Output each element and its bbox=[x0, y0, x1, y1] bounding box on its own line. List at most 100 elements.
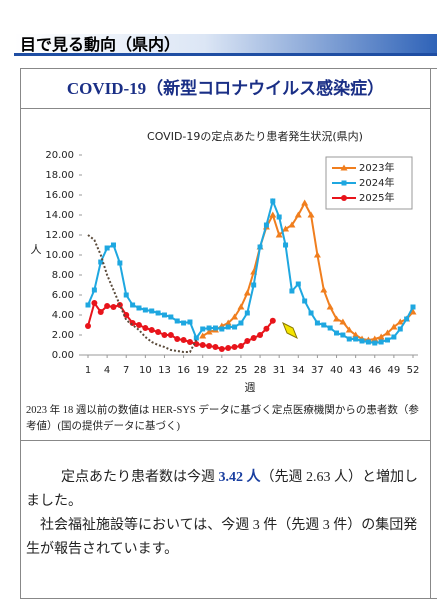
point bbox=[91, 300, 98, 306]
point bbox=[340, 332, 346, 338]
y-tick-label: 0.00 bbox=[52, 350, 74, 361]
x-tick-label: 22 bbox=[215, 365, 228, 376]
point bbox=[186, 339, 193, 345]
point bbox=[346, 336, 352, 342]
point bbox=[193, 341, 200, 347]
point bbox=[180, 337, 187, 343]
point bbox=[345, 326, 353, 333]
summary-paragraph: 社会福祉施設等においては、今週 3 件（先週 3 件）の集団発生が報告されていま… bbox=[26, 518, 418, 557]
point bbox=[206, 343, 213, 349]
x-tick-label: 19 bbox=[196, 365, 209, 376]
point bbox=[396, 318, 404, 325]
point bbox=[269, 317, 276, 324]
point bbox=[243, 289, 251, 296]
x-tick-label: 46 bbox=[368, 365, 381, 376]
point bbox=[174, 336, 181, 342]
point bbox=[225, 324, 231, 330]
text: 定点あたり患者数は今週 bbox=[61, 470, 219, 485]
x-axis-label: 週 bbox=[245, 381, 256, 394]
point bbox=[289, 288, 295, 294]
point bbox=[91, 287, 97, 293]
series-line bbox=[87, 197, 414, 345]
point bbox=[168, 314, 174, 320]
point bbox=[98, 259, 104, 265]
point bbox=[142, 325, 149, 331]
y-tick-label: 6.00 bbox=[52, 290, 74, 301]
point bbox=[326, 303, 334, 310]
point bbox=[85, 323, 91, 329]
point bbox=[161, 312, 167, 318]
x-tick-label: 13 bbox=[158, 365, 171, 376]
point bbox=[263, 325, 270, 332]
point bbox=[359, 338, 365, 344]
point bbox=[244, 338, 251, 344]
x-tick-label: 52 bbox=[407, 365, 420, 376]
point bbox=[365, 339, 371, 345]
x-tick-label: 28 bbox=[254, 365, 267, 376]
point bbox=[397, 326, 403, 332]
point bbox=[155, 329, 162, 335]
header-title: 目で見る動向（県内） bbox=[14, 34, 437, 56]
point bbox=[308, 310, 314, 316]
point bbox=[251, 282, 257, 288]
side-column bbox=[430, 68, 437, 599]
y-tick-label: 8.00 bbox=[52, 270, 74, 281]
x-tick-label: 40 bbox=[330, 365, 343, 376]
x-tick-label: 37 bbox=[311, 365, 324, 376]
point bbox=[129, 320, 136, 326]
point bbox=[212, 325, 218, 331]
y-tick-label: 18.00 bbox=[45, 170, 74, 181]
point bbox=[302, 298, 308, 304]
arrow-annotation bbox=[282, 321, 298, 340]
point bbox=[385, 337, 391, 343]
point bbox=[269, 211, 277, 218]
point bbox=[219, 326, 225, 332]
point bbox=[206, 325, 212, 331]
point bbox=[199, 342, 206, 348]
point bbox=[200, 326, 206, 332]
chart-title: COVID-19の定点あたり患者発生状況(県内) bbox=[147, 129, 363, 143]
point bbox=[104, 303, 111, 309]
point bbox=[404, 316, 410, 322]
point bbox=[123, 292, 129, 298]
x-tick-label: 49 bbox=[388, 365, 401, 376]
legend-label: 2024年 bbox=[359, 176, 394, 189]
legend-label: 2023年 bbox=[359, 161, 394, 174]
point bbox=[205, 328, 213, 335]
point bbox=[231, 344, 238, 350]
point bbox=[282, 225, 290, 232]
point bbox=[333, 315, 341, 322]
point bbox=[327, 325, 333, 331]
point bbox=[110, 304, 117, 310]
point bbox=[250, 335, 257, 341]
point bbox=[320, 286, 328, 293]
point bbox=[283, 242, 289, 248]
point bbox=[123, 312, 130, 318]
point bbox=[181, 320, 187, 326]
chart: COVID-19の定点あたり患者発生状況(県内) 人 週 0.00 2.00 4.0… bbox=[31, 129, 420, 394]
x-tick-label: 25 bbox=[235, 365, 248, 376]
point bbox=[225, 345, 232, 351]
point bbox=[85, 302, 91, 308]
y-tick-label: 16.00 bbox=[45, 190, 74, 201]
point bbox=[237, 303, 245, 310]
point bbox=[352, 331, 360, 338]
point bbox=[218, 346, 225, 352]
point bbox=[244, 310, 250, 316]
point bbox=[149, 308, 155, 314]
point bbox=[117, 260, 123, 266]
point bbox=[224, 319, 232, 326]
point bbox=[384, 329, 392, 336]
point bbox=[193, 335, 199, 341]
x-tick-label: 31 bbox=[273, 365, 286, 376]
point bbox=[155, 310, 161, 316]
y-tick-label: 14.00 bbox=[45, 210, 74, 221]
content-box bbox=[20, 68, 431, 599]
text: （先週 2.63 人）と増加しました。 bbox=[26, 470, 418, 509]
x-tick-label: 7 bbox=[123, 365, 129, 376]
highlight-value: 3.42 人 bbox=[218, 470, 261, 485]
y-tick-label: 10.00 bbox=[45, 250, 74, 261]
section-title: COVID-19（新型コロナウイルス感染症） bbox=[20, 70, 431, 109]
point bbox=[136, 305, 142, 311]
point bbox=[314, 320, 320, 326]
